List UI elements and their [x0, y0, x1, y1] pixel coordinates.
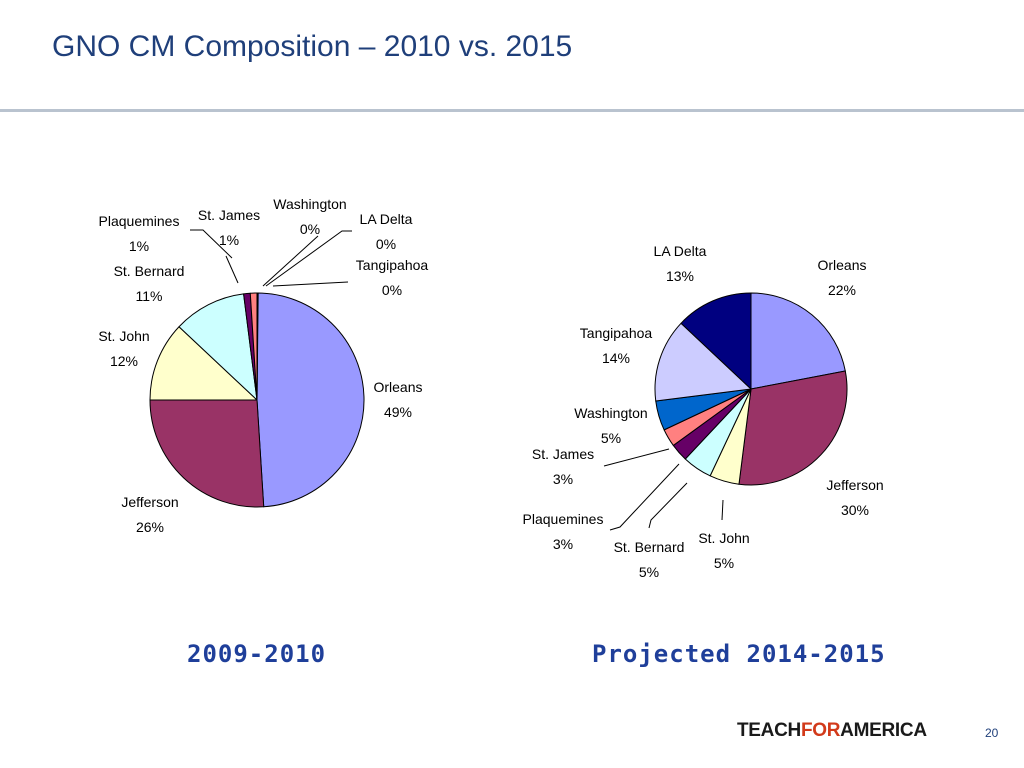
- leader-line-st-james: [226, 256, 238, 283]
- slice-label-st-james: St. James: [198, 207, 260, 223]
- slice-value-st-james: 1%: [219, 232, 239, 248]
- slice-value-jefferson: 26%: [136, 519, 164, 535]
- logo-text-for: FOR: [801, 720, 840, 741]
- pie-chart-2009-2010: Orleans 49% Jefferson 26% St. John 12% St. Ber…: [98, 196, 428, 535]
- slice-label-washington: Washington: [273, 196, 346, 212]
- leader-line-la-delta: [266, 231, 352, 286]
- leader-line-st-john: [722, 500, 723, 520]
- slice-value-tangipahoa: 14%: [602, 350, 630, 366]
- logo-text-teach: TEACH: [737, 720, 801, 741]
- slice-label-la-delta: LA Delta: [360, 211, 413, 227]
- slice-jefferson: [739, 371, 847, 485]
- slice-label-tangipahoa: Tangipahoa: [356, 257, 429, 273]
- slice-label-plaquemines: Plaquemines: [99, 213, 180, 229]
- slice-value-washington: 5%: [601, 430, 621, 446]
- slice-label-st-james: St. James: [532, 446, 594, 462]
- slice-label-jefferson: Jefferson: [826, 477, 883, 493]
- slice-value-plaquemines: 3%: [553, 536, 573, 552]
- slice-label-plaquemines: Plaquemines: [523, 511, 604, 527]
- teach-for-america-logo: TEACHFORAMERICA: [737, 720, 927, 742]
- pie-chart-2014-2015: Orleans 22% Jefferson 30% St. John 5% St. Bern…: [523, 243, 884, 580]
- slice-label-tangipahoa: Tangipahoa: [580, 325, 653, 341]
- slice-value-plaquemines: 1%: [129, 238, 149, 254]
- slice-label-jefferson: Jefferson: [121, 494, 178, 510]
- chart-caption-2009-2010: 2009-2010: [187, 640, 326, 668]
- slice-orleans: [257, 293, 364, 507]
- leader-line-plaquemines: [610, 464, 679, 530]
- slice-label-orleans: Orleans: [817, 257, 866, 273]
- pie-slices: [655, 293, 847, 485]
- slice-label-st-john: St. John: [698, 530, 749, 546]
- logo-text-america: AMERICA: [840, 720, 927, 741]
- slice-value-st-john: 5%: [714, 555, 734, 571]
- slice-value-orleans: 22%: [828, 282, 856, 298]
- slice-label-st-john: St. John: [98, 328, 149, 344]
- slice-value-la-delta: 13%: [666, 268, 694, 284]
- slice-label-la-delta: LA Delta: [654, 243, 707, 259]
- slice-value-la-delta: 0%: [376, 236, 396, 252]
- page-number: 20: [985, 726, 998, 740]
- leader-line-tangipahoa: [273, 282, 348, 286]
- slice-label-st-bernard: St. Bernard: [114, 263, 185, 279]
- slice-label-washington: Washington: [574, 405, 647, 421]
- slice-jefferson: [150, 400, 264, 507]
- slice-label-st-bernard: St. Bernard: [614, 539, 685, 555]
- leader-line-st-james: [604, 449, 669, 466]
- slice-label-orleans: Orleans: [373, 379, 422, 395]
- slice-value-tangipahoa: 0%: [382, 282, 402, 298]
- slice-value-st-bernard: 5%: [639, 564, 659, 580]
- slice-value-st-james: 3%: [553, 471, 573, 487]
- slice-value-washington: 0%: [300, 221, 320, 237]
- slice-value-jefferson: 30%: [841, 502, 869, 518]
- slice-value-orleans: 49%: [384, 404, 412, 420]
- pie-slices: [150, 293, 364, 507]
- slice-value-st-bernard: 11%: [136, 288, 163, 304]
- leader-line-washington: [263, 236, 318, 286]
- chart-caption-2014-2015: Projected 2014-2015: [592, 640, 886, 668]
- slice-value-st-john: 12%: [110, 353, 138, 369]
